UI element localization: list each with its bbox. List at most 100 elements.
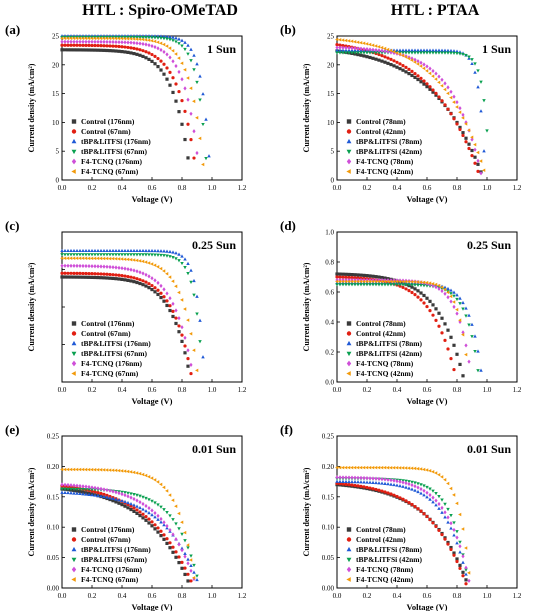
data-point (105, 493, 109, 497)
data-point (99, 494, 103, 498)
data-point (132, 503, 136, 507)
data-point (452, 521, 456, 525)
data-point (380, 481, 384, 485)
y-tick-label: 0.0 (325, 379, 334, 387)
data-point (90, 36, 94, 41)
data-point (407, 486, 411, 490)
legend-marker (346, 138, 352, 144)
data-point (470, 61, 474, 66)
data-point (416, 466, 420, 471)
data-point (380, 465, 384, 470)
data-point (159, 291, 163, 295)
data-point (66, 263, 70, 268)
data-point (407, 71, 411, 76)
data-point (123, 469, 127, 473)
data-point (81, 487, 85, 492)
data-point (380, 489, 384, 493)
data-point (132, 46, 136, 50)
legend-entry: F4-TCNQ (42nm) (356, 369, 414, 378)
data-point (144, 280, 148, 284)
data-point (141, 259, 145, 264)
data-point (63, 275, 67, 279)
data-point (177, 527, 181, 531)
data-point (353, 279, 357, 284)
legend-marker (71, 158, 77, 165)
data-point (338, 45, 342, 50)
data-point (356, 46, 360, 51)
data-point (356, 51, 360, 55)
data-point (353, 480, 357, 484)
data-point (204, 156, 208, 161)
series-6 (60, 36, 205, 167)
data-point (138, 259, 142, 263)
data-point (398, 48, 402, 52)
data-point (183, 137, 187, 142)
data-point (102, 272, 106, 276)
data-point (165, 77, 169, 81)
data-point (156, 480, 160, 484)
data-point (362, 46, 366, 51)
x-tick-label: 1.0 (208, 184, 217, 192)
data-point (416, 74, 420, 78)
legend-entry: tBP&LiTFSi (42nm) (356, 349, 423, 358)
data-point (341, 475, 345, 480)
data-point (78, 39, 82, 44)
data-point (105, 487, 109, 493)
data-point (153, 248, 157, 253)
data-point (120, 248, 124, 253)
legend-entry: F4-TCNQ (78nm) (356, 565, 414, 574)
data-point (90, 264, 94, 269)
data-point (123, 278, 127, 282)
data-point (93, 256, 97, 261)
data-point (123, 491, 127, 495)
data-point (398, 484, 402, 488)
data-point (126, 500, 130, 505)
data-point (386, 477, 390, 482)
x-tick-label: 0.8 (453, 386, 462, 394)
data-point (470, 148, 474, 153)
data-point (72, 271, 76, 275)
legend-marker (71, 537, 77, 542)
data-point (347, 283, 351, 287)
x-tick-label: 0.0 (333, 592, 342, 600)
data-point (120, 49, 124, 54)
data-point (189, 563, 193, 567)
data-point (359, 40, 363, 45)
data-point (75, 487, 79, 492)
data-point (482, 99, 486, 103)
data-point (129, 40, 133, 45)
data-point (195, 312, 199, 316)
data-point (69, 253, 73, 257)
data-point (72, 263, 76, 268)
data-point (165, 523, 169, 529)
data-point (150, 253, 154, 257)
data-point (335, 479, 339, 483)
y-tick-label: 5 (56, 148, 60, 156)
data-point (132, 268, 136, 273)
data-point (404, 283, 408, 287)
data-point (455, 530, 459, 534)
data-point (69, 48, 73, 52)
data-point (434, 524, 438, 529)
data-point (422, 66, 426, 71)
data-point (147, 521, 151, 525)
data-point (350, 276, 354, 280)
data-point (129, 502, 133, 506)
data-point (335, 283, 339, 287)
data-point (344, 482, 348, 486)
condition-label: 1 Sun (482, 42, 511, 56)
data-point (141, 49, 145, 53)
data-point (105, 264, 109, 269)
data-point (81, 467, 85, 472)
data-point (374, 47, 378, 53)
data-point (159, 529, 163, 533)
data-point (153, 253, 157, 257)
data-point (129, 35, 133, 40)
data-point (144, 496, 148, 501)
legend-entry: F4-TCNQ (176nm) (81, 359, 143, 368)
data-point (461, 300, 465, 305)
data-point (144, 248, 148, 253)
data-point (350, 283, 354, 287)
data-point (69, 256, 73, 261)
data-point (419, 48, 423, 52)
